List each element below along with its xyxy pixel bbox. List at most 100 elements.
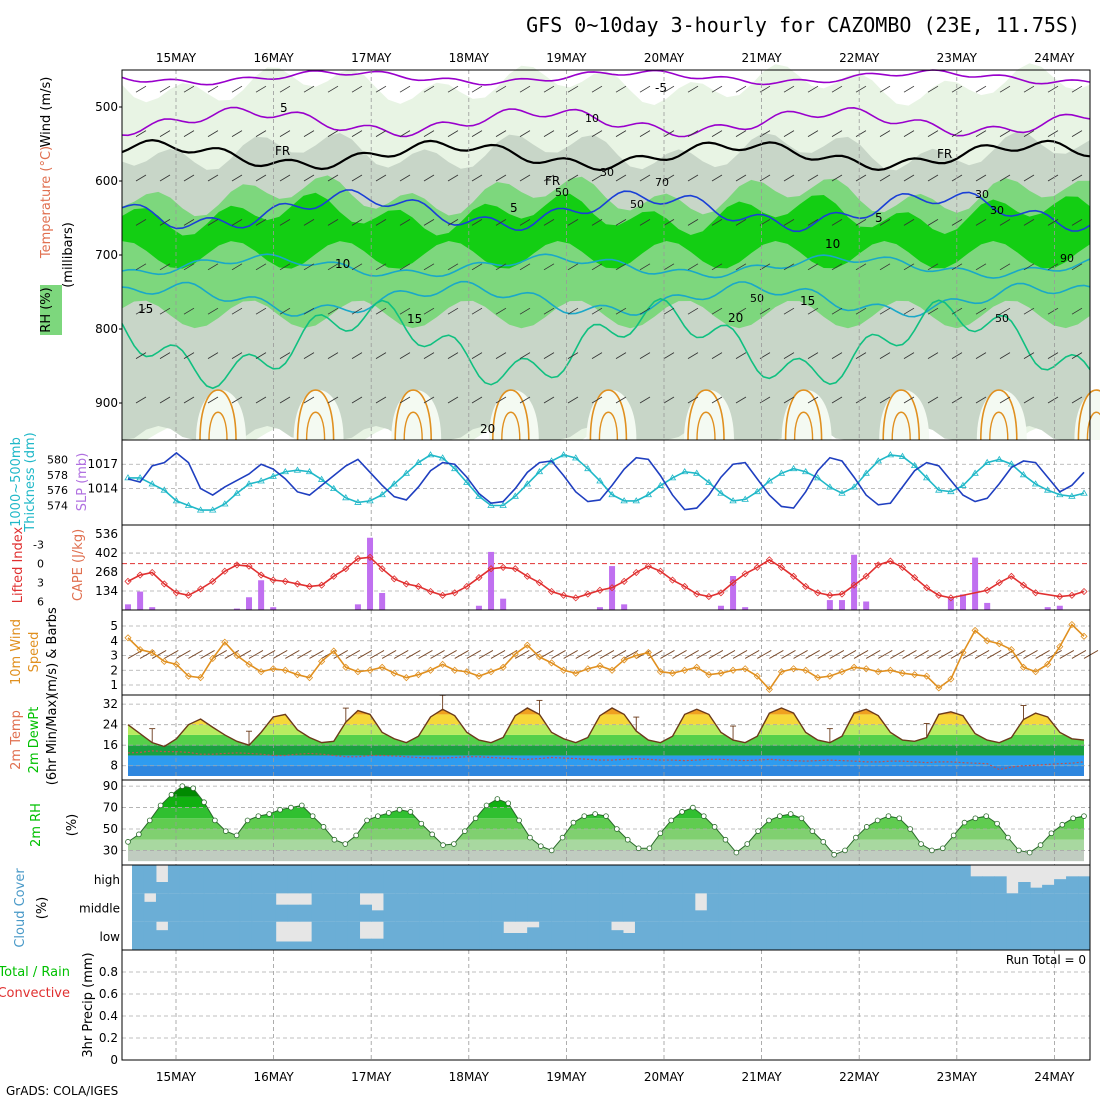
- wind-barb-10m: [914, 650, 929, 659]
- rh-band: [128, 850, 1084, 862]
- wind-barb: [351, 307, 363, 315]
- wind-barb: [615, 263, 627, 271]
- cloud-cell-high: [910, 865, 923, 894]
- wind-barb-10m: [381, 650, 397, 659]
- wind-barb: [735, 263, 747, 271]
- lifted-index-point: [451, 589, 459, 597]
- wind-barb-10m: [164, 650, 179, 659]
- wind-frame: [121, 609, 1091, 696]
- rh-2m-point: [429, 831, 435, 838]
- wind-barb-10m: [672, 650, 687, 659]
- wind-barb: [783, 396, 795, 404]
- wind-barb: [807, 307, 819, 315]
- lifted-index-point: [148, 568, 156, 577]
- wind-barb: [927, 130, 939, 137]
- wind-barb: [615, 307, 627, 315]
- wind-speed-point: [499, 663, 507, 671]
- wind-barb: [375, 174, 387, 182]
- lifted-index-point: [511, 565, 519, 573]
- rh-2m-point: [331, 836, 338, 843]
- wind-barb: [807, 85, 819, 93]
- cape-bar: [838, 600, 845, 610]
- rh-2m-point: [983, 813, 990, 819]
- wind-barb: [207, 396, 219, 404]
- cloud-cell-low: [563, 921, 576, 950]
- cloud-cell-high: [227, 865, 241, 894]
- wind-barb: [135, 219, 147, 226]
- cloud-cell-middle: [611, 893, 624, 922]
- thickness-point: [1007, 460, 1016, 467]
- wind-barb: [591, 263, 603, 271]
- thickness-point: [838, 489, 846, 496]
- cape-tick-label: 402: [95, 546, 118, 560]
- pressure-axis-label: (millibars): [61, 222, 76, 288]
- rh-2m-point: [201, 799, 207, 806]
- wind-barb: [327, 396, 339, 404]
- temperature-contour-warm: [687, 389, 725, 441]
- lifted-index-point: [160, 580, 168, 588]
- cloud-cell-high: [251, 865, 265, 894]
- wind-barb: [375, 263, 387, 271]
- cloud-cell-high: [658, 865, 672, 894]
- wind-barb: [759, 174, 771, 182]
- rh-2m-point: [798, 815, 805, 822]
- cloud-cell-middle: [527, 893, 540, 922]
- cloud-cell-middle: [335, 893, 349, 922]
- thickness-point: [414, 458, 423, 465]
- wind-barb: [543, 219, 555, 226]
- lifted-index-point: [983, 586, 991, 594]
- cloud-cell-low: [179, 921, 193, 950]
- wind-barb: [1071, 307, 1083, 315]
- rh-dry-column: [391, 390, 442, 440]
- wind-speed-point: [741, 665, 749, 673]
- thickness-point: [1080, 489, 1088, 496]
- wind-barb: [519, 307, 531, 315]
- date-label-bottom: 19MAY: [546, 1070, 587, 1084]
- cloud-cell-low: [611, 930, 624, 950]
- wind-barb: [1047, 85, 1059, 93]
- wind-barb: [327, 263, 339, 271]
- wind-speed-point: [790, 665, 798, 673]
- rh-2m-point: [950, 832, 957, 839]
- wind-barb: [663, 352, 675, 359]
- wind-barb-10m: [1071, 650, 1087, 659]
- thickness-point: [366, 497, 374, 504]
- cloud-cell-low: [1006, 921, 1019, 950]
- cloud-cell-middle: [263, 893, 277, 922]
- wind-barb: [495, 263, 507, 271]
- slp-thickness-panel: 1014 1017 574 576 578 580 1000~500mb Thickness …: [9, 432, 1091, 533]
- cloud-cell-middle: [706, 893, 720, 922]
- temperature-contour-warm: [208, 411, 228, 441]
- lifted-index-point: [790, 572, 798, 580]
- lifted-index-point: [475, 574, 483, 582]
- wind-speed-point: [209, 654, 217, 663]
- wind-tick-label: 3: [110, 649, 118, 663]
- cloud-cell-low: [431, 921, 444, 950]
- pressure-tick-label: 500: [95, 100, 118, 114]
- cloud-cell-high: [359, 865, 372, 894]
- lifted-index-point: [535, 579, 544, 587]
- cloud-cell-low: [910, 921, 923, 950]
- temperature-contour-warm: [882, 389, 920, 441]
- cloud-cell-low: [622, 933, 636, 950]
- temperature-contour-warm: [1086, 411, 1100, 441]
- rh-tick-label: 70: [103, 801, 118, 815]
- temperature-contour-warm: [589, 389, 628, 441]
- cloud-cell-high: [132, 865, 145, 894]
- rh-2m-point: [679, 809, 685, 815]
- wind-barb: [639, 396, 651, 404]
- wind-barb: [447, 174, 459, 182]
- wind-barb: [471, 219, 483, 226]
- wind-barb: [159, 219, 171, 226]
- wind-barb: [735, 130, 747, 137]
- wind-barb: [639, 85, 651, 93]
- wind-speed-point: [850, 663, 858, 671]
- rh-legend-swatch: [40, 285, 62, 335]
- pressure-tick-label: 600: [95, 174, 118, 188]
- wind-barb-10m: [1011, 650, 1026, 659]
- wind-speed-point: [475, 672, 483, 680]
- cloud-cell-middle: [359, 904, 372, 922]
- cloud-cell-high: [239, 865, 253, 894]
- cloud-cell-middle: [1018, 893, 1031, 922]
- wind-barb: [495, 85, 507, 93]
